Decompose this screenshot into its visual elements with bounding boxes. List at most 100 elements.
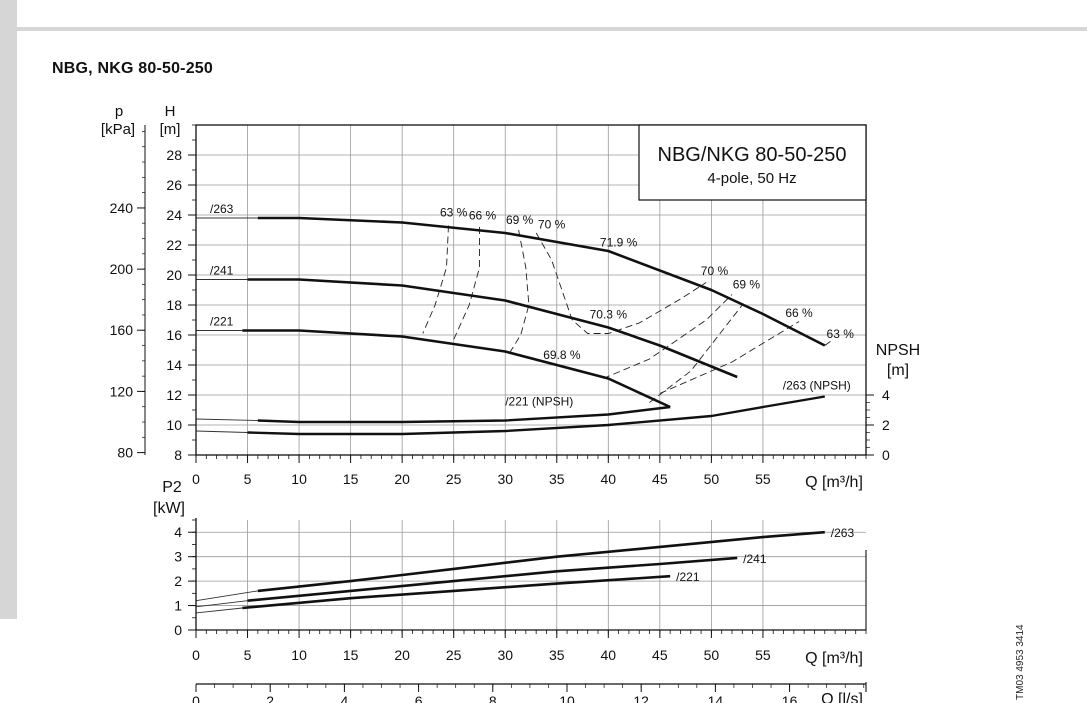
head-axis-label: H — [165, 103, 176, 120]
pressure-tick-label: 160 — [110, 322, 134, 338]
flow-tick-label: 40 — [601, 471, 617, 487]
efficiency-label: 66 % — [785, 306, 813, 320]
power-flow-tick-label: 40 — [601, 647, 617, 663]
head-tick-label: 12 — [166, 387, 182, 403]
pressure-tick-label: 80 — [117, 445, 133, 461]
power-tick-label: 0 — [174, 622, 182, 638]
power-curve-label: /241 — [743, 552, 767, 566]
efficiency-label: 69 % — [506, 213, 534, 227]
efficiency-contour-line — [454, 227, 480, 340]
efficiency-label: 69 % — [733, 278, 761, 292]
npsh-axis-unit: [m] — [887, 362, 909, 379]
efficiency-contour-line — [660, 322, 799, 394]
flow-tick-label: 55 — [755, 471, 771, 487]
pressure-axis-label: p — [115, 103, 123, 120]
power-flow-tick-label: 15 — [343, 647, 359, 663]
power-flow-tick-label: 25 — [446, 647, 462, 663]
ls-tick-label: 10 — [559, 693, 575, 703]
head-curve — [242, 331, 670, 408]
efficiency-label: 71.9 % — [600, 236, 638, 250]
ls-tick-label: 4 — [340, 693, 348, 703]
flow-axis-label-ls: Q [l/s] — [821, 691, 863, 703]
pressure-tick-label: 120 — [110, 383, 134, 399]
efficiency-contour-line — [510, 230, 529, 352]
power-flow-tick-label: 5 — [244, 647, 252, 663]
pressure-axis-unit: [kPa] — [101, 121, 135, 138]
pressure-tick-label: 240 — [110, 200, 134, 216]
chart-title: NBG/NKG 80-50-250 — [658, 144, 847, 166]
npsh-curve-label: /221 (NPSH) — [505, 395, 573, 409]
head-tick-label: 8 — [174, 447, 182, 463]
efficiency-contour-line — [650, 305, 743, 403]
ls-tick-label: 16 — [782, 693, 798, 703]
head-tick-label: 10 — [166, 417, 182, 433]
flow-tick-label: 45 — [652, 471, 668, 487]
head-tick-label: 20 — [166, 267, 182, 283]
power-curve-label: /221 — [676, 570, 700, 584]
npsh-curve-extension — [196, 419, 258, 421]
efficiency-label: 70 % — [538, 218, 566, 232]
flow-axis-label: Q [m³/h] — [805, 474, 863, 491]
flow-tick-label: 30 — [497, 471, 513, 487]
efficiency-label: 63 % — [827, 327, 855, 341]
power-flow-tick-label: 35 — [549, 647, 565, 663]
power-curve-label: /263 — [831, 526, 855, 540]
power-axis-unit: [kW] — [153, 500, 185, 517]
power-tick-label: 2 — [174, 573, 182, 589]
efficiency-contour-line — [825, 341, 831, 346]
power-tick-label: 4 — [174, 524, 182, 540]
power-curve — [258, 532, 825, 591]
flow-tick-label: 35 — [549, 471, 565, 487]
power-tick-label: 1 — [174, 598, 182, 614]
power-curve-extension — [196, 608, 242, 613]
head-tick-label: 16 — [166, 327, 182, 343]
curve-labels: /263/241/221/263 (NPSH)/221 (NPSH)63 % 66… — [210, 202, 854, 584]
head-tick-label: 28 — [166, 147, 182, 163]
head-curve — [248, 280, 738, 378]
power-tick-label: 3 — [174, 549, 182, 565]
head-tick-label: 24 — [166, 207, 182, 223]
head-tick-label: 18 — [166, 297, 182, 313]
flow-tick-label: 0 — [192, 471, 200, 487]
efficiency-label: 70.3 % — [590, 308, 628, 322]
flow-tick-label: 5 — [244, 471, 252, 487]
flow-tick-label: 15 — [343, 471, 359, 487]
ls-tick-label: 0 — [192, 693, 200, 703]
pressure-tick-label: 200 — [110, 261, 134, 277]
head-tick-label: 14 — [166, 357, 182, 373]
power-flow-tick-label: 0 — [192, 647, 200, 663]
power-flow-tick-label: 20 — [394, 647, 410, 663]
chart-subtitle: 4-pole, 50 Hz — [707, 170, 796, 187]
power-flow-tick-label: 50 — [704, 647, 720, 663]
efficiency-label: 63 % — [440, 206, 468, 220]
flow-tick-label: 25 — [446, 471, 462, 487]
head-curve-label: /241 — [210, 264, 234, 278]
efficiency-contour-line — [423, 226, 449, 334]
ls-tick-label: 8 — [489, 693, 497, 703]
power-flow-tick-label: 10 — [291, 647, 307, 663]
head-tick-label: 26 — [166, 177, 182, 193]
head-curve-label: /221 — [210, 315, 234, 329]
head-axis-unit: [m] — [160, 121, 181, 138]
power-flow-tick-label: 45 — [652, 647, 668, 663]
npsh-tick-label: 4 — [882, 387, 890, 403]
npsh-tick-label: 0 — [882, 447, 890, 463]
ls-tick-label: 2 — [266, 693, 274, 703]
curves — [196, 218, 825, 613]
head-curve-label: /263 — [210, 202, 234, 216]
efficiency-label: 70 % — [701, 264, 729, 278]
npsh-axis-label: NPSH — [876, 342, 920, 359]
ls-tick-label: 12 — [633, 693, 649, 703]
flow-tick-label: 20 — [394, 471, 410, 487]
power-flow-tick-label: 55 — [755, 647, 771, 663]
npsh-curve-extension — [196, 431, 248, 433]
efficiency-label: 69.8 % — [543, 348, 581, 362]
power-flow-tick-label: 30 — [497, 647, 513, 663]
flow-tick-label: 50 — [704, 471, 720, 487]
power-curve-extension — [196, 591, 258, 601]
efficiency-label: 66 % — [469, 209, 497, 223]
power-axis-label: P2 — [162, 479, 182, 496]
ls-tick-label: 14 — [708, 693, 724, 703]
ls-tick-label: 6 — [415, 693, 423, 703]
